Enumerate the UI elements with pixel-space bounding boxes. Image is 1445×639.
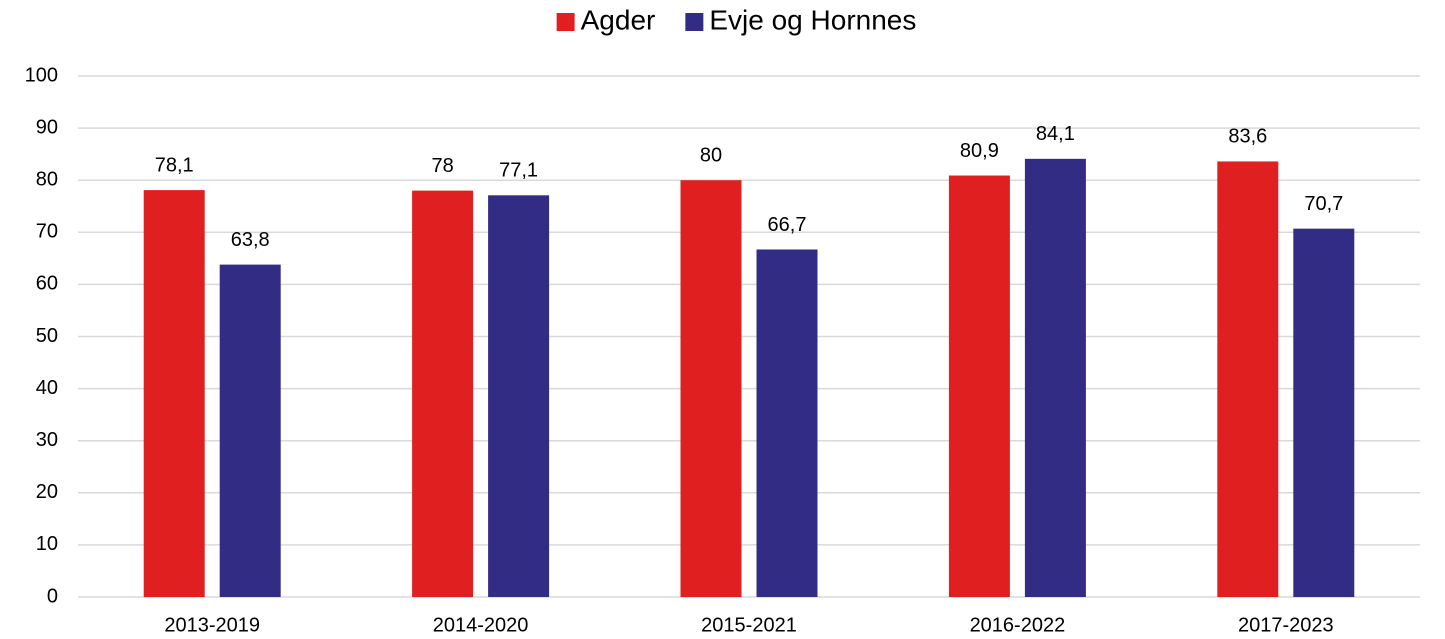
legend-label: Agder — [581, 4, 656, 35]
bar — [1024, 158, 1086, 598]
bar — [143, 190, 205, 597]
data-label: 84,1 — [1036, 123, 1075, 145]
bar — [219, 264, 281, 597]
legend-swatch — [685, 13, 704, 31]
bar — [948, 175, 1010, 598]
data-label: 80,9 — [960, 140, 999, 162]
bar — [756, 249, 818, 598]
legend-swatch — [556, 13, 575, 31]
y-tick-label: 50 — [36, 325, 58, 347]
y-tick-label: 90 — [36, 116, 58, 138]
bar — [488, 195, 550, 597]
x-tick-label: 2013-2019 — [164, 614, 260, 636]
data-label: 63,8 — [231, 229, 270, 251]
bar — [680, 180, 742, 597]
y-tick-label: 70 — [36, 221, 58, 243]
y-tick-label: 0 — [47, 585, 58, 607]
data-label: 66,7 — [768, 214, 807, 236]
x-tick-label: 2016-2022 — [970, 614, 1066, 636]
y-tick-label: 30 — [36, 429, 58, 451]
bar — [412, 190, 474, 597]
y-tick-label: 40 — [36, 377, 58, 399]
y-tick-label: 20 — [36, 481, 58, 503]
y-tick-label: 80 — [36, 168, 58, 190]
y-tick-label: 10 — [36, 533, 58, 555]
data-label: 70,7 — [1304, 193, 1343, 215]
bar — [1217, 161, 1279, 597]
y-tick-label: 60 — [36, 273, 58, 295]
x-tick-label: 2015-2021 — [701, 614, 797, 636]
data-label: 80 — [700, 144, 722, 166]
data-label: 78 — [431, 155, 453, 177]
x-tick-label: 2017-2023 — [1238, 614, 1334, 636]
data-label: 83,6 — [1228, 126, 1267, 148]
y-tick-label: 100 — [25, 64, 58, 86]
data-label: 78,1 — [155, 154, 194, 176]
bar — [1293, 228, 1355, 597]
legend-label: Evje og Hornnes — [709, 4, 916, 35]
data-label: 77,1 — [499, 160, 538, 182]
x-tick-label: 2014-2020 — [433, 614, 529, 636]
legend: Agder Evje og Hornnes — [556, 4, 916, 35]
